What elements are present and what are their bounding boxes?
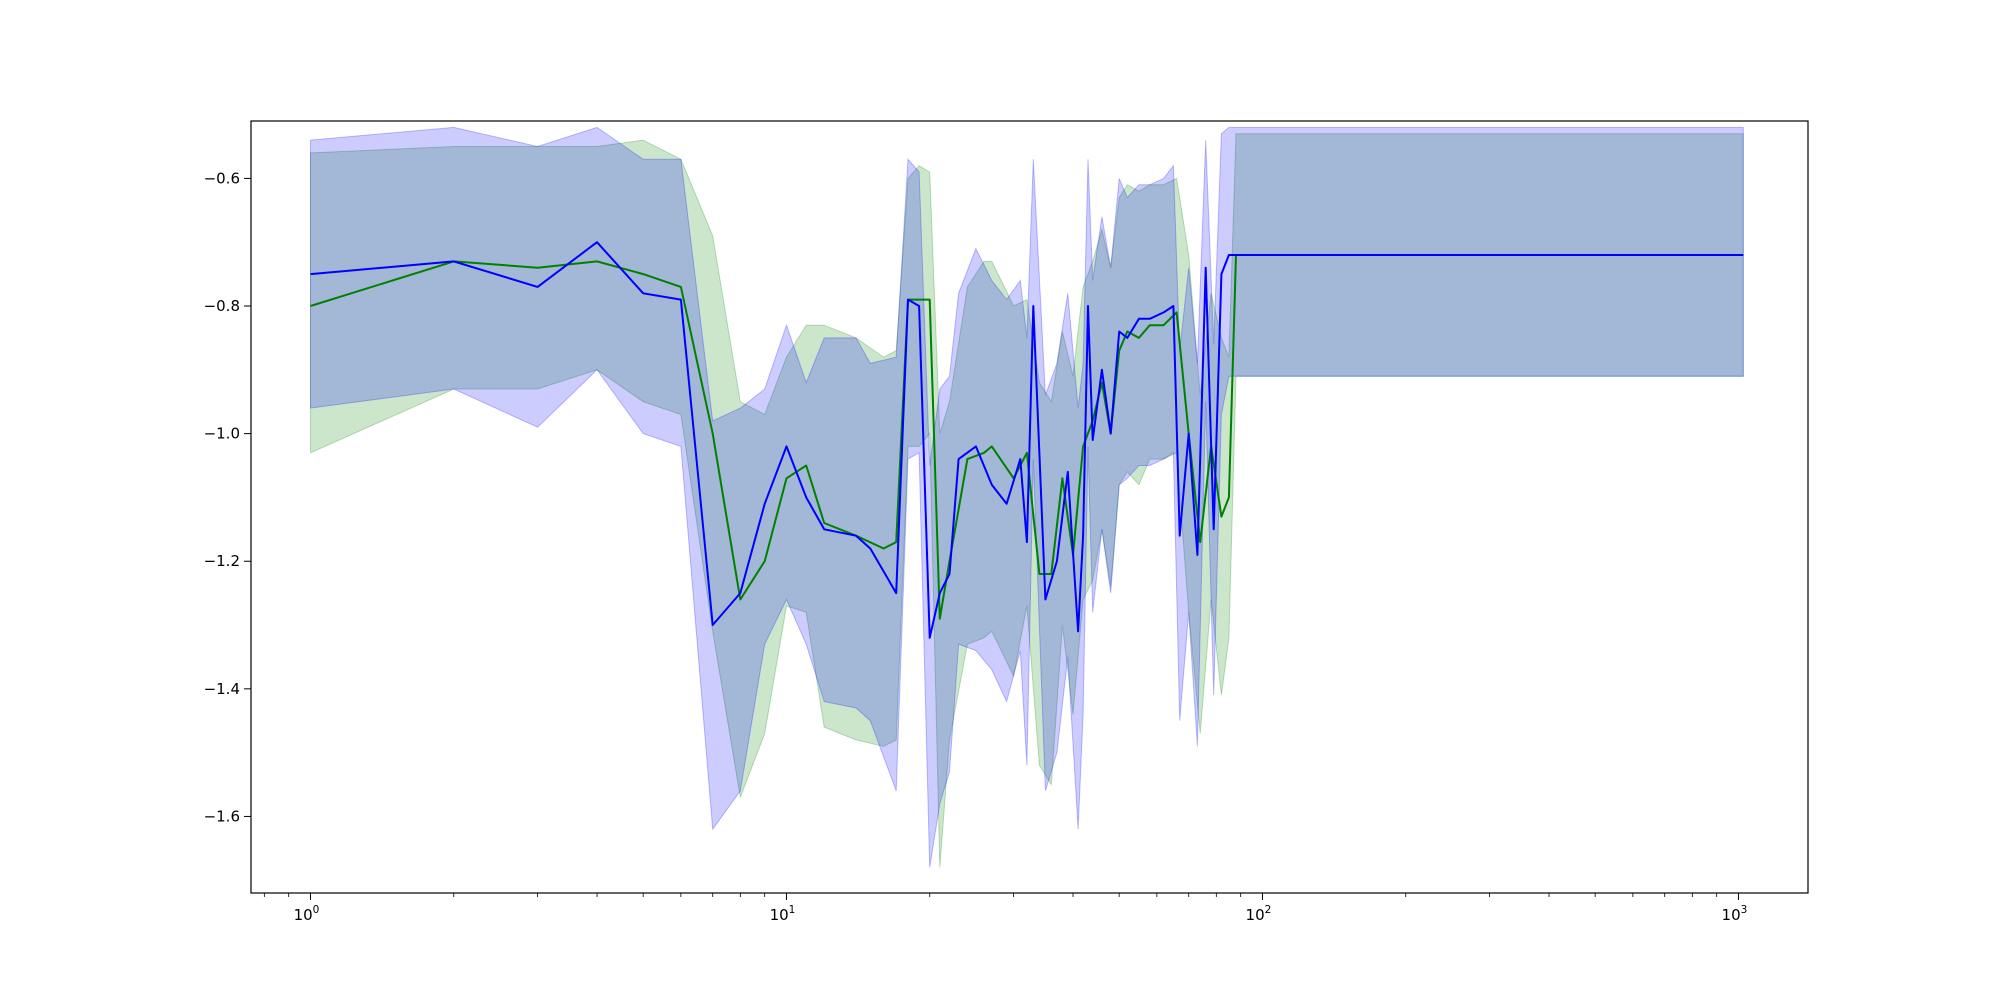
series-1-band [310, 133, 1744, 868]
y-tick-label-2: −1.0 [204, 425, 240, 443]
confidence-bands [310, 126, 1744, 868]
x-tick-label-3: 103 [1722, 904, 1748, 924]
series-lines [310, 241, 1744, 639]
x-tick-label-1: 101 [770, 904, 796, 924]
y-tick-label-3: −1.2 [204, 552, 240, 570]
y-tick-label-0: −0.6 [204, 169, 240, 187]
x-axis: 100 101 102 103 [263, 893, 1748, 924]
series-1-line [310, 254, 1744, 620]
series-2-line [310, 241, 1744, 639]
y-axis: −0.6 −0.8 −1.0 −1.2 −1.4 −1.6 [204, 169, 251, 825]
y-tick-label-4: −1.4 [204, 680, 240, 698]
y-tick-label-1: −0.8 [204, 297, 240, 315]
y-tick-label-5: −1.6 [204, 807, 240, 825]
plot-area-frame [250, 120, 1809, 894]
x-tick-label-0: 100 [294, 904, 320, 924]
series-2-band [310, 126, 1744, 868]
x-tick-label-2: 102 [1246, 904, 1272, 924]
